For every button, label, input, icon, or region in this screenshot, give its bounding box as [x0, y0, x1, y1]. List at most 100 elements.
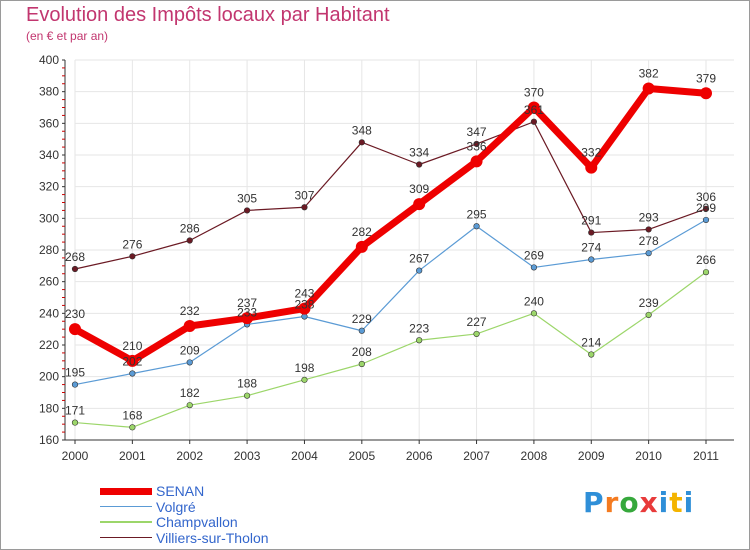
data-label: 306: [696, 190, 716, 204]
data-point: [243, 392, 251, 399]
data-point: [588, 256, 595, 263]
data-point: [416, 267, 423, 274]
logo-letter: t: [669, 486, 684, 519]
data-label: 198: [294, 361, 314, 375]
data-label: 223: [409, 321, 429, 335]
series-line-champvallon: [74, 271, 707, 428]
data-label: 214: [581, 336, 601, 350]
data-point: [585, 161, 598, 174]
legend-swatch: [100, 521, 152, 523]
data-label: 282: [352, 225, 372, 239]
data-point: [126, 354, 139, 367]
x-tick-label: 2008: [521, 449, 548, 463]
data-label: 305: [237, 191, 257, 205]
legend-swatch: [100, 487, 152, 495]
data-label: 382: [639, 67, 659, 81]
data-label: 379: [696, 71, 716, 85]
data-point: [129, 253, 136, 260]
data-point: [301, 376, 308, 383]
data-label: 370: [524, 86, 544, 100]
data-label: 307: [294, 188, 314, 202]
y-tick-label: 180: [39, 401, 59, 415]
data-label: 232: [180, 304, 200, 318]
data-label: 171: [65, 404, 85, 418]
data-label: 188: [237, 377, 257, 391]
data-label: 202: [122, 355, 142, 369]
y-tick-label: 340: [39, 148, 59, 162]
data-point: [413, 198, 426, 211]
data-label: 361: [524, 103, 544, 117]
data-label: 348: [352, 123, 372, 137]
data-label: 334: [409, 146, 429, 160]
data-point: [530, 264, 538, 271]
data-label: 208: [352, 345, 372, 359]
x-tick-label: 2002: [176, 449, 203, 463]
data-label: 332: [581, 146, 601, 160]
legend-label: SENAN: [156, 483, 205, 499]
data-point: [530, 310, 538, 317]
data-label: 336: [467, 139, 487, 153]
data-label: 229: [352, 312, 372, 326]
data-point: [243, 207, 251, 214]
data-point: [530, 118, 538, 125]
chart-title: Evolution des Impôts locaux par Habitant: [26, 4, 390, 26]
y-tick-label: 260: [39, 275, 59, 289]
data-point: [642, 82, 655, 95]
data-label: 268: [65, 250, 85, 264]
y-tick-label: 160: [39, 433, 59, 447]
data-point: [241, 312, 254, 325]
data-label: 267: [409, 252, 429, 266]
data-point: [588, 351, 595, 358]
proxiti-logo: Proxiti: [583, 486, 694, 519]
logo-letter: r: [604, 486, 620, 519]
data-label: 233: [237, 305, 257, 319]
logo-letter: o: [619, 486, 640, 519]
data-label: 278: [639, 234, 659, 248]
data-point: [645, 250, 652, 257]
x-tick-label: 2000: [62, 449, 89, 463]
data-point: [358, 360, 365, 368]
data-label: 230: [65, 307, 85, 321]
data-label: 237: [237, 296, 257, 310]
data-label: 291: [581, 214, 601, 228]
x-tick-label: 2005: [348, 449, 375, 463]
data-point: [645, 311, 652, 319]
data-label-layer: 268 276 286 305 307 348 334 347 361 291 293 306 195 2…: [65, 67, 716, 423]
data-label: 269: [524, 248, 544, 262]
data-label: 347: [467, 125, 487, 139]
y-tick-label: 380: [39, 85, 59, 99]
logo-letter: x: [639, 486, 659, 519]
data-point: [702, 269, 710, 276]
data-point: [129, 424, 136, 431]
x-tick-label: 2004: [291, 449, 318, 463]
data-label: 293: [639, 210, 659, 224]
data-label: 168: [122, 408, 142, 422]
legend-label: Champvallon: [156, 514, 238, 530]
legend-label: Volgré: [156, 498, 196, 515]
data-label: 227: [467, 315, 487, 329]
series-line-volgr-: [74, 219, 707, 386]
data-label: 274: [581, 241, 601, 255]
data-point: [416, 337, 423, 344]
data-point: [355, 240, 368, 253]
data-label: 295: [467, 207, 487, 221]
x-tick-label: 2001: [119, 449, 146, 463]
data-point: [416, 161, 423, 168]
data-point: [183, 320, 196, 332]
data-label: 238: [294, 298, 314, 312]
data-point: [71, 381, 79, 388]
data-point: [186, 359, 193, 366]
y-tick-label: 280: [39, 243, 59, 257]
data-label: 286: [180, 222, 200, 236]
x-tick-label: 2010: [635, 449, 662, 463]
data-point: [301, 204, 308, 211]
data-point: [700, 87, 712, 100]
y-tick-label: 220: [39, 338, 59, 352]
data-point: [358, 139, 365, 146]
chart-subtitle: (en € et par an): [26, 29, 109, 43]
logo-letter: P: [583, 486, 605, 519]
data-point: [71, 419, 79, 426]
data-point: [527, 101, 540, 114]
y-tick-label: 240: [39, 306, 59, 320]
data-point: [588, 229, 595, 236]
